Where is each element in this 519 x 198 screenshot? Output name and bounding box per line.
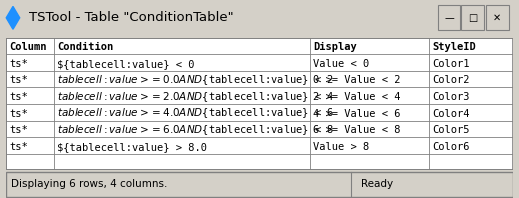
Text: ${tablecell:value} >= 4.0 AND ${tablecell:value} < 6: ${tablecell:value} >= 4.0 AND ${tablecel… <box>58 107 335 120</box>
Text: Condition: Condition <box>58 42 114 52</box>
Text: StyleID: StyleID <box>432 42 476 52</box>
Text: Value < 0: Value < 0 <box>313 59 370 69</box>
Text: ts*: ts* <box>9 142 28 152</box>
Text: 0 >= Value < 2: 0 >= Value < 2 <box>313 75 401 85</box>
Polygon shape <box>6 6 20 29</box>
FancyBboxPatch shape <box>438 5 460 30</box>
Text: Column: Column <box>9 42 47 52</box>
Text: Ready: Ready <box>361 179 393 189</box>
Text: —: — <box>444 13 454 23</box>
Text: 4 >= Value < 6: 4 >= Value < 6 <box>313 109 401 119</box>
Text: ${tablecell:value} < 0: ${tablecell:value} < 0 <box>58 59 195 69</box>
Text: ts*: ts* <box>9 109 28 119</box>
Text: ts*: ts* <box>9 125 28 135</box>
Text: Color1: Color1 <box>432 59 470 69</box>
Text: Color3: Color3 <box>432 92 470 102</box>
Text: Color6: Color6 <box>432 142 470 152</box>
Text: TSTool - Table "ConditionTable": TSTool - Table "ConditionTable" <box>29 11 233 24</box>
Text: ${tablecell:value} >= 0.0 AND ${tablecell:value} < 2: ${tablecell:value} >= 0.0 AND ${tablecel… <box>58 73 334 87</box>
Text: ✕: ✕ <box>493 13 501 23</box>
Text: ts*: ts* <box>9 75 28 85</box>
Text: Color5: Color5 <box>432 125 470 135</box>
FancyBboxPatch shape <box>6 38 513 170</box>
Text: Color4: Color4 <box>432 109 470 119</box>
Text: ts*: ts* <box>9 59 28 69</box>
Text: Displaying 6 rows, 4 columns.: Displaying 6 rows, 4 columns. <box>11 179 168 189</box>
FancyBboxPatch shape <box>6 172 513 197</box>
Text: ${tablecell:value} > 8.0: ${tablecell:value} > 8.0 <box>58 142 208 152</box>
Text: 6 >= Value < 8: 6 >= Value < 8 <box>313 125 401 135</box>
Text: 2 >= Value < 4: 2 >= Value < 4 <box>313 92 401 102</box>
FancyBboxPatch shape <box>461 5 484 30</box>
Text: □: □ <box>468 13 477 23</box>
Text: Color2: Color2 <box>432 75 470 85</box>
Text: ${tablecell:value} >= 2.0 AND ${tablecell:value} < 4: ${tablecell:value} >= 2.0 AND ${tablecel… <box>58 90 335 104</box>
Text: ts*: ts* <box>9 92 28 102</box>
Text: ${tablecell:value} >= 6.0 AND ${tablecell:value} < 8: ${tablecell:value} >= 6.0 AND ${tablecel… <box>58 123 335 137</box>
FancyBboxPatch shape <box>486 5 509 30</box>
Text: Value > 8: Value > 8 <box>313 142 370 152</box>
Text: Display: Display <box>313 42 357 52</box>
